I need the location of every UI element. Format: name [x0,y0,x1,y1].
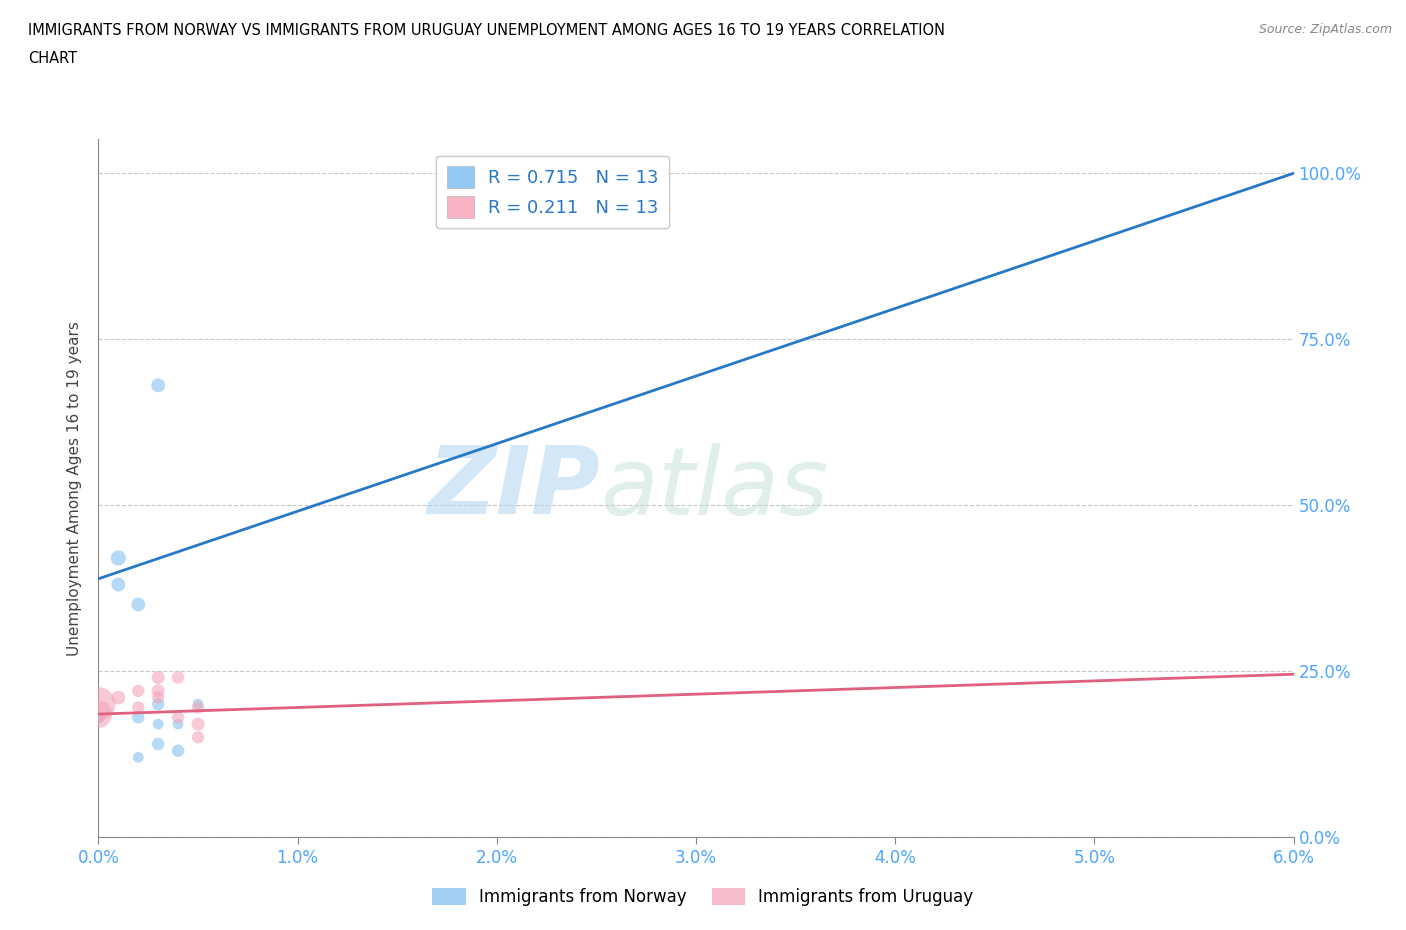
Point [127,750,149,764]
Point [148,697,170,711]
Point [148,378,170,392]
Point [148,717,170,732]
Point [167,743,190,758]
Legend: R = 0.715   N = 13, R = 0.211   N = 13: R = 0.715 N = 13, R = 0.211 N = 13 [436,155,669,229]
Point [187,717,209,732]
Point [167,717,190,732]
Point [127,700,149,715]
Point [107,690,129,705]
Point [87,697,110,711]
Point [187,730,209,745]
Text: Source: ZipAtlas.com: Source: ZipAtlas.com [1258,23,1392,36]
Text: ZIP: ZIP [427,443,600,534]
Point [87,707,110,722]
Point [187,700,209,715]
Point [148,737,170,751]
Point [148,684,170,698]
Point [87,710,110,724]
Text: atlas: atlas [600,443,828,534]
Point [148,690,170,705]
Point [127,710,149,724]
Point [187,697,209,711]
Point [167,671,190,685]
Legend: Immigrants from Norway, Immigrants from Uruguay: Immigrants from Norway, Immigrants from … [426,881,980,912]
Point [107,578,129,592]
Point [107,551,129,565]
Point [148,671,170,685]
Point [167,710,190,724]
Point [127,684,149,698]
Text: CHART: CHART [28,51,77,66]
Text: IMMIGRANTS FROM NORWAY VS IMMIGRANTS FROM URUGUAY UNEMPLOYMENT AMONG AGES 16 TO : IMMIGRANTS FROM NORWAY VS IMMIGRANTS FRO… [28,23,945,38]
Y-axis label: Unemployment Among Ages 16 to 19 years: Unemployment Among Ages 16 to 19 years [67,321,83,656]
Point [127,597,149,612]
